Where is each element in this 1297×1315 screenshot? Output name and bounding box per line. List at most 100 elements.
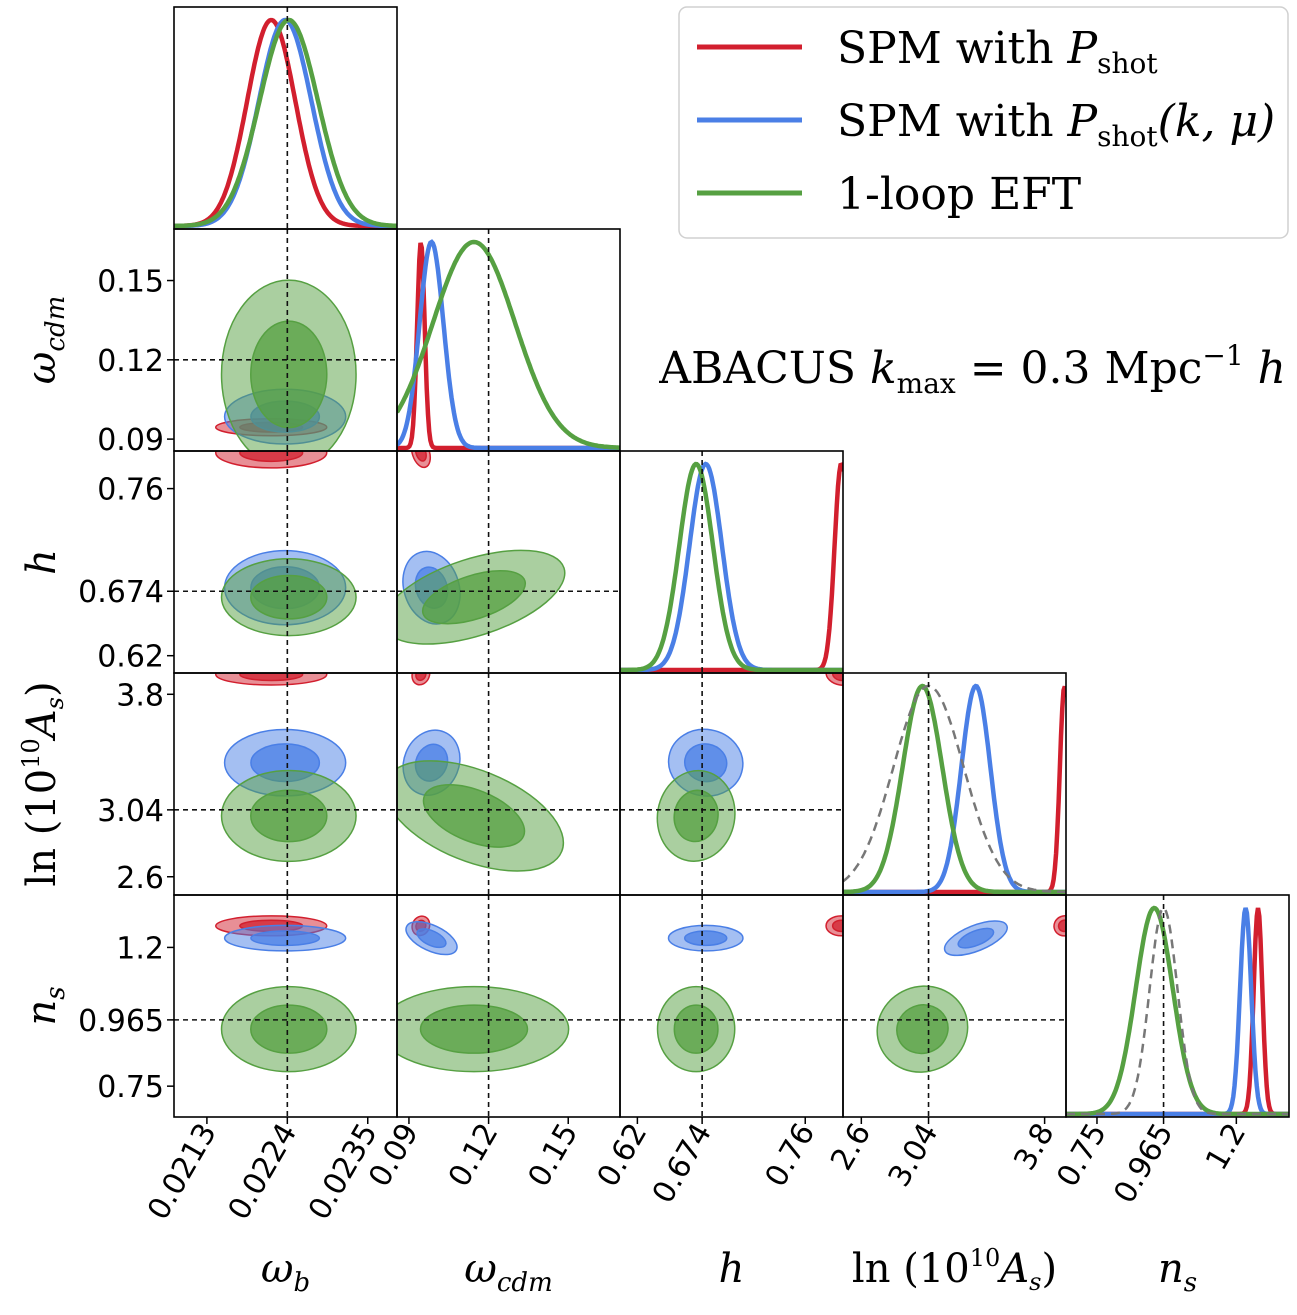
panel-n_s-vs-h (656, 915, 843, 1073)
curve-2 (174, 17, 397, 229)
x-tick-label-group: 0.76 (758, 1118, 822, 1193)
y-tick-label: 0.965 (78, 1004, 164, 1039)
y-tick-label: 0.15 (97, 265, 164, 300)
truth-lines (174, 673, 397, 895)
curve-2 (397, 239, 620, 450)
contour-68-2 (250, 574, 328, 620)
panel-ln10As-vs-omega_cdm (397, 673, 565, 872)
x-tick-label: 0.15 (521, 1118, 585, 1193)
y-tick-label: 0.62 (97, 640, 164, 675)
contour-68-0 (1057, 919, 1066, 933)
legend-label-1: SPM with Pshot(k, μ) (837, 96, 1275, 153)
truth-lines (843, 895, 1066, 1117)
panel-n_s-vs-omega_cdm (397, 915, 570, 1073)
panel-frame (1065, 894, 1290, 1118)
y-axis-label-group: ωcdm (19, 296, 71, 384)
panel-h-vs-omega_cdm (397, 451, 566, 645)
x-tick-label: 0.76 (758, 1118, 822, 1193)
y-tick-label: 0.674 (78, 575, 164, 610)
marginal-omega_cdm (397, 239, 620, 451)
marginal-h (620, 461, 843, 673)
curve-0 (620, 461, 843, 673)
truth-lines (174, 895, 397, 1117)
legend-frame (678, 6, 1289, 239)
x-tick-label-group: 0.0213 (141, 1118, 224, 1226)
x-tick-label: 0.12 (442, 1118, 506, 1193)
truth-lines (397, 673, 620, 895)
contour-68-2 (250, 320, 328, 429)
curve-1 (620, 461, 843, 673)
panel-ln10As-vs-omega_b (215, 673, 357, 863)
y-tick-label: 0.76 (97, 473, 164, 508)
contour-68-2 (673, 789, 719, 843)
x-axis-label-h: h (719, 1246, 745, 1292)
y-axis-label-group: ln (1010As) (17, 681, 69, 886)
legend-label-2: 1-loop EFT (837, 169, 1081, 220)
x-tick-label-group: 0.12 (442, 1118, 506, 1193)
contour-68-2 (419, 1004, 529, 1054)
truth-lines (397, 451, 620, 673)
y-tick-label: 0.12 (97, 344, 164, 379)
panel-frame (173, 6, 398, 230)
curve-0 (843, 685, 1066, 895)
marginal-n_s (1066, 905, 1289, 1117)
x-tick-label-group: 0.674 (646, 1118, 719, 1210)
x-tick-label: 1.2 (1199, 1118, 1253, 1177)
x-tick-label: 0.75 (1050, 1118, 1114, 1193)
panel-frame (842, 672, 1067, 896)
y-tick-label: 3.8 (116, 678, 164, 713)
curve-0 (174, 17, 397, 229)
y-axis-label-ln10As: ln (1010As) (17, 681, 69, 886)
x-axis-label-omega_b: ωb (261, 1246, 310, 1298)
x-tick-label: 0.0224 (221, 1118, 304, 1226)
curve-2 (1066, 905, 1289, 1117)
y-axis-label-group: h (19, 549, 65, 575)
x-tick-label-group: 0.965 (1107, 1118, 1180, 1210)
marginal-omega_b (174, 17, 397, 229)
x-tick-label-group: 0.0224 (221, 1118, 304, 1226)
y-tick-label: 0.75 (97, 1070, 164, 1105)
panel-frame (619, 450, 844, 674)
y-axis-label-omega_cdm: ωcdm (19, 296, 71, 384)
y-axis-label-n_s: ns (19, 986, 71, 1025)
contour-68-2 (250, 789, 328, 843)
x-tick-label: 0.0213 (141, 1118, 224, 1226)
contour-68-2 (421, 570, 527, 625)
x-tick-label-group: 2.6 (824, 1118, 878, 1177)
curve-1 (843, 683, 1066, 895)
y-tick-label: 2.6 (116, 861, 164, 896)
y-tick-label: 1.2 (116, 931, 164, 966)
contour-68-0 (239, 673, 304, 682)
x-tick-label-group: 1.2 (1199, 1118, 1253, 1177)
x-tick-label: 3.04 (882, 1118, 946, 1193)
truth-lines (620, 673, 843, 895)
legend: SPM with Pshot SPM with Pshot(k, μ) 1-loop… (678, 6, 1289, 239)
x-axis-label-n_s: ns (1158, 1246, 1197, 1298)
curve-3 (1066, 906, 1289, 1116)
panel-omega_cdm-vs-omega_b (214, 279, 357, 451)
x-tick-label-group: 0.62 (591, 1118, 655, 1193)
x-tick-label-group: 0.15 (521, 1118, 585, 1193)
x-axis-label-omega_cdm: ωcdm (464, 1246, 552, 1298)
contour-68-2 (250, 1004, 328, 1054)
contour-68-0 (831, 919, 843, 933)
x-tick-label: 0.965 (1107, 1118, 1180, 1210)
y-tick-label: 3.04 (97, 794, 164, 829)
curve-2 (620, 461, 843, 673)
legend-label-0: SPM with Pshot (837, 23, 1158, 80)
plot-annotation: ABACUS kmax = 0.3 Mpc−1 h (658, 339, 1286, 400)
contour-68-1 (416, 928, 447, 949)
x-tick-label: 2.6 (824, 1118, 878, 1177)
curve-0 (397, 242, 620, 451)
panel-n_s-vs-omega_b (214, 915, 357, 1073)
truth-lines (174, 229, 397, 451)
marginal-ln10As (843, 683, 1066, 895)
contour-68-1 (957, 927, 995, 949)
contour-68-1 (683, 930, 728, 947)
truth-lines (620, 895, 843, 1117)
contour-68-0 (415, 673, 427, 682)
curve-2 (843, 683, 1066, 895)
x-tick-label-group: 3.04 (882, 1118, 946, 1193)
x-tick-label-group: 3.8 (1007, 1118, 1061, 1177)
